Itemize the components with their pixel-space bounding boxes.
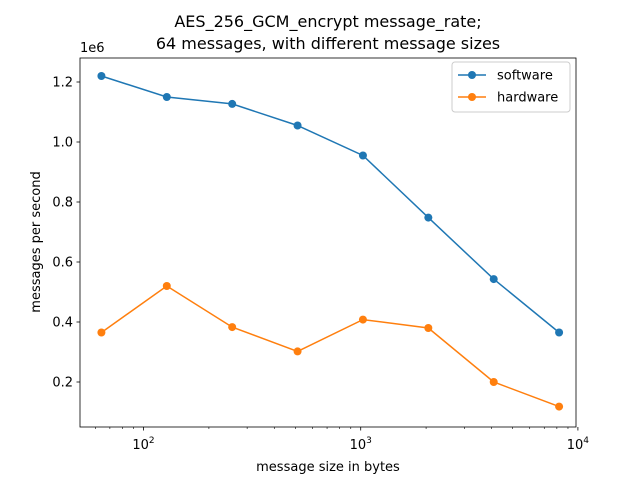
series-software [97, 72, 564, 337]
axes-background [80, 58, 576, 427]
series-hardware [97, 282, 564, 411]
y-tick-label: 0.6 [52, 256, 73, 271]
y-tick-label: 0.2 [52, 376, 73, 391]
data-point-software [489, 275, 498, 284]
data-point-hardware [424, 324, 433, 332]
legend-marker-software [468, 71, 476, 79]
x-axis-label: message size in bytes [256, 460, 400, 475]
y-axis-label: messages per second [29, 171, 44, 312]
series-line-software [101, 75, 560, 334]
data-point-software [293, 121, 302, 130]
x-tick-label: 102 [132, 436, 154, 453]
x-tick-label: 104 [567, 436, 590, 453]
y-tick-label: 0.4 [52, 316, 73, 331]
legend: software hardware [451, 61, 571, 113]
data-point-hardware [228, 323, 237, 332]
data-point-software [358, 151, 367, 160]
legend-label-hardware: hardware [497, 91, 558, 106]
data-point-software [97, 72, 106, 80]
plot-area: 102 103 104 0.2 0.4 0.6 0.8 1.0 1.2 [52, 57, 590, 453]
y-tick-label: 1.2 [52, 76, 73, 91]
data-point-hardware [293, 347, 302, 356]
data-point-software [424, 213, 433, 222]
data-point-hardware [489, 378, 498, 386]
y-tick-label: 1.0 [52, 136, 73, 151]
data-point-hardware [555, 402, 564, 411]
legend-marker-hardware [468, 93, 476, 101]
data-point-hardware [97, 328, 106, 337]
data-point-hardware [162, 282, 171, 290]
data-point-software [162, 93, 171, 101]
chart-title-line-1: AES_256_GCM_encrypt message_rate; [174, 12, 481, 32]
x-tick-label: 103 [350, 436, 372, 453]
chart-title-line-2: 64 messages, with different message size… [156, 34, 500, 53]
series-line-hardware [100, 285, 560, 408]
data-point-software [228, 99, 237, 108]
y-multiplier-label: 1e6 [80, 41, 105, 56]
y-tick-label: 0.8 [52, 196, 73, 211]
axes-frame [79, 57, 577, 428]
data-point-software [555, 328, 564, 337]
data-point-hardware [358, 315, 367, 324]
legend-label-software: software [497, 69, 553, 84]
